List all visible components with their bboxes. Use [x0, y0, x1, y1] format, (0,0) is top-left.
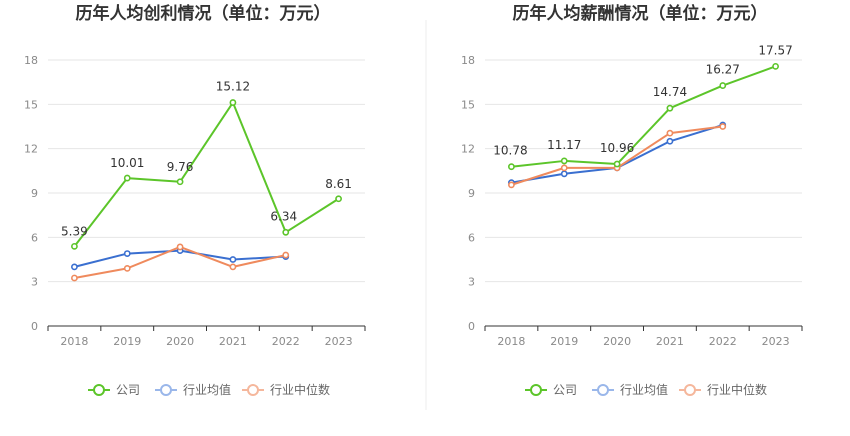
y-tick-label: 6	[468, 231, 475, 244]
x-tick-label: 2018	[60, 335, 88, 348]
legend-marker	[93, 384, 105, 396]
chart-title: 历年人均薪酬情况（单位：万元）	[513, 3, 768, 24]
x-tick-label: 2022	[272, 335, 300, 348]
y-tick-label: 12	[461, 143, 475, 156]
y-tick-label: 9	[31, 187, 38, 200]
legend-item[interactable]: 行业中位数	[242, 382, 330, 397]
x-tick-label: 2019	[113, 335, 141, 348]
legend-label: 行业中位数	[270, 382, 330, 397]
data-point	[508, 163, 515, 171]
legend-label: 行业均值	[183, 382, 231, 397]
legend-marker	[684, 384, 696, 396]
data-label: 10.78	[493, 144, 527, 158]
data-point	[719, 123, 727, 130]
data-point	[229, 263, 237, 271]
data-point	[613, 160, 621, 168]
legend-item[interactable]: 行业中位数	[679, 382, 767, 397]
data-point	[123, 174, 131, 182]
x-tick-label: 2021	[656, 335, 684, 348]
data-point	[772, 62, 779, 70]
legend-label: 公司	[553, 383, 577, 397]
data-label: 8.61	[325, 177, 352, 191]
x-tick-label: 2022	[709, 335, 737, 348]
x-tick-label: 2021	[219, 335, 247, 348]
data-point	[229, 256, 237, 263]
y-tick-label: 15	[461, 98, 475, 111]
y-tick-label: 3	[468, 276, 475, 289]
x-tick-label: 2023	[325, 335, 353, 348]
legend-marker	[247, 384, 259, 396]
data-point	[666, 129, 674, 137]
chart-title: 历年人均创利情况（单位：万元）	[76, 3, 331, 24]
y-tick-label: 18	[461, 54, 475, 67]
data-point	[560, 170, 568, 178]
x-tick-label: 2018	[497, 335, 525, 348]
y-tick-label: 6	[31, 231, 38, 244]
data-point	[560, 157, 568, 165]
data-point	[508, 181, 515, 189]
data-point	[282, 228, 290, 236]
data-label: 6.34	[270, 209, 297, 223]
data-label: 14.74	[653, 85, 687, 99]
chart-panel-2: 历年人均薪酬情况（单位：万元） 0 3 6 9 12 15 18 2018 2019 2020 202…	[461, 3, 803, 397]
legend-marker	[160, 384, 172, 396]
series-line-1	[511, 65, 776, 168]
y-tick-label: 15	[24, 98, 38, 111]
data-point	[71, 263, 78, 271]
legend-marker	[597, 384, 609, 396]
data-point	[71, 242, 78, 250]
legend-item[interactable]: 行业均值	[155, 382, 231, 397]
x-tick-label: 2020	[166, 335, 194, 348]
legend-label: 公司	[116, 383, 140, 397]
y-tick-label: 18	[24, 54, 38, 67]
data-point	[666, 137, 674, 145]
y-tick-label: 12	[24, 143, 38, 156]
data-point	[71, 274, 78, 282]
data-point	[176, 178, 184, 186]
data-point	[176, 243, 184, 251]
y-tick-label: 0	[468, 320, 475, 333]
data-label: 10.01	[110, 156, 144, 170]
legend-marker	[530, 384, 542, 396]
legend-item[interactable]: 公司	[525, 383, 577, 397]
data-point	[282, 251, 290, 259]
data-point	[123, 250, 131, 257]
y-tick-label: 3	[31, 276, 38, 289]
data-label: 9.76	[167, 160, 194, 174]
data-point	[123, 264, 131, 272]
legend-label: 行业均值	[620, 382, 668, 397]
chart-panel-1: 历年人均创利情况（单位：万元） 0 3 6 9 12 15 18 2018 2019 2020 202…	[24, 3, 366, 397]
data-point	[335, 195, 342, 203]
series-line-1	[73, 101, 340, 247]
data-label: 16.27	[706, 63, 740, 77]
legend-item[interactable]: 公司	[88, 383, 140, 397]
legend-item[interactable]: 行业均值	[592, 382, 668, 397]
data-point	[560, 164, 568, 172]
data-label: 15.12	[216, 80, 250, 94]
x-tick-label: 2019	[550, 335, 578, 348]
data-label: 5.39	[61, 224, 88, 238]
y-tick-label: 9	[468, 187, 475, 200]
data-label: 17.57	[758, 43, 792, 57]
legend-label: 行业中位数	[707, 382, 767, 397]
data-label: 11.17	[547, 138, 581, 152]
data-label: 10.96	[600, 141, 634, 155]
data-point	[666, 104, 674, 112]
x-tick-label: 2020	[603, 335, 631, 348]
data-point	[229, 99, 237, 106]
x-tick-label: 2023	[762, 335, 790, 348]
data-point	[719, 82, 727, 89]
y-tick-label: 0	[31, 320, 38, 333]
